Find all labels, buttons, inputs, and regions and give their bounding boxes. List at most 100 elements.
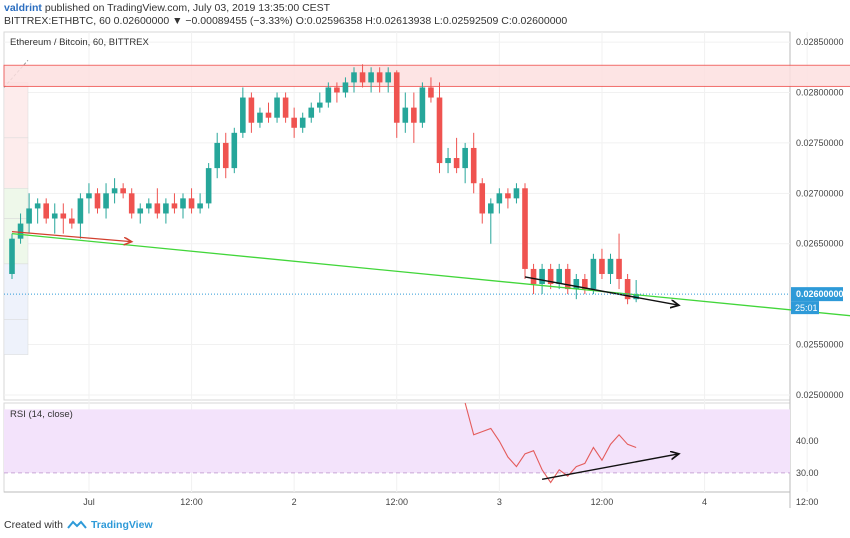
fib-zone xyxy=(3,263,29,320)
x-tick-label: 12:00 xyxy=(796,497,819,507)
candle-body xyxy=(505,193,511,199)
created-with-text: Created with xyxy=(4,519,63,531)
rsi-band xyxy=(4,409,790,473)
x-tick-label: 3 xyxy=(497,497,502,507)
y-tick-label: 0.02700000 xyxy=(796,188,844,198)
rsi-label: RSI (14, close) xyxy=(10,409,73,420)
rsi-tick-label: 30.00 xyxy=(796,468,819,478)
symbol-line: BITTREX:ETHBTC, 60 0.02600000 ▼ −0.00089… xyxy=(4,15,568,27)
y-tick-label: 0.02650000 xyxy=(796,239,844,249)
candle-body xyxy=(26,208,32,224)
candle-body xyxy=(470,147,477,184)
candle-body xyxy=(616,258,622,280)
countdown-label: 25:01 xyxy=(795,303,818,313)
candle-body xyxy=(453,158,460,169)
candle-body xyxy=(257,112,263,123)
candle-body xyxy=(274,97,280,118)
rsi-divergence-line xyxy=(541,454,679,480)
candle-body xyxy=(582,279,588,290)
candle-body xyxy=(214,142,220,169)
candle-body xyxy=(9,238,15,274)
candle-body xyxy=(402,107,409,123)
candle-body xyxy=(205,168,212,204)
candle-body xyxy=(530,268,537,285)
last-price-label: 0.02600000 xyxy=(796,289,844,299)
candle-body xyxy=(462,147,468,169)
candle-body xyxy=(496,193,503,204)
candle-body xyxy=(146,203,152,209)
candle-body xyxy=(359,72,366,83)
candle-body xyxy=(368,72,374,83)
candle-body xyxy=(248,97,255,123)
tradingview-brand[interactable]: TradingView xyxy=(90,519,153,531)
countdown-tag xyxy=(791,301,819,315)
candle-body xyxy=(111,188,118,194)
y-tick-label: 0.02800000 xyxy=(796,87,844,97)
candle-body xyxy=(564,268,571,290)
candle-body xyxy=(17,223,24,239)
candle-body xyxy=(547,268,554,285)
candle-body xyxy=(222,142,229,169)
author[interactable]: valdrint xyxy=(4,2,42,14)
candle-body xyxy=(86,193,92,199)
candle-body xyxy=(351,72,357,83)
candle-body xyxy=(317,102,323,108)
x-tick-label: 4 xyxy=(702,497,707,507)
last-price-tag xyxy=(791,287,843,302)
x-tick-label: 12:00 xyxy=(180,497,203,507)
candle-body xyxy=(120,188,126,194)
candle-body xyxy=(171,203,178,209)
candle-body xyxy=(163,203,169,214)
candle-body xyxy=(522,188,528,269)
fib-zone xyxy=(3,82,29,139)
candle-body xyxy=(342,82,349,93)
candle-body xyxy=(197,203,203,209)
resistance-zone xyxy=(3,64,850,87)
candle-body xyxy=(590,258,597,290)
candle-body xyxy=(539,268,545,285)
chart-title: Ethereum / Bitcoin, 60, BITTREX xyxy=(10,37,150,48)
candle-body xyxy=(43,203,49,219)
candle-body xyxy=(128,193,135,214)
candle-body xyxy=(137,208,144,214)
trendline-price-div xyxy=(524,276,679,305)
published-text: published on TradingView.com, July 03, 2… xyxy=(44,2,331,14)
candle-body xyxy=(69,218,75,224)
candle-body xyxy=(334,87,340,93)
candle-body xyxy=(436,97,443,164)
candle-body xyxy=(513,188,520,199)
candle-body xyxy=(479,183,486,214)
candle-body xyxy=(419,87,426,123)
candle-body xyxy=(556,268,562,285)
candle-body xyxy=(428,87,434,98)
candle-body xyxy=(299,117,306,128)
candle-body xyxy=(103,193,109,209)
candle-body xyxy=(624,279,631,300)
candle-body xyxy=(488,203,494,214)
y-tick-label: 0.02750000 xyxy=(796,138,844,148)
candle-body xyxy=(51,213,58,219)
y-tick-label: 0.02850000 xyxy=(796,37,844,47)
candle-body xyxy=(154,203,161,214)
candle-body xyxy=(34,203,41,209)
trendline-green xyxy=(11,232,850,317)
candle-body xyxy=(231,132,238,169)
fib-zone xyxy=(3,218,29,265)
y-tick-label: 0.02500000 xyxy=(796,390,844,400)
footer: Created with TradingView xyxy=(4,519,153,531)
x-tick-label: 2 xyxy=(292,497,297,507)
x-tick-label: 12:00 xyxy=(385,497,408,507)
header-line-1: valdrint published on TradingView.com, J… xyxy=(4,2,330,14)
rsi-line xyxy=(464,402,637,484)
candle-body xyxy=(325,87,332,103)
fib-zone xyxy=(3,137,29,189)
candle-body xyxy=(599,258,605,274)
x-tick-label: Jul xyxy=(83,497,95,507)
candle-body xyxy=(445,158,451,164)
candle-body xyxy=(77,198,84,224)
rsi-tick-label: 40.00 xyxy=(796,436,819,446)
candle-body xyxy=(94,193,101,209)
candle-body xyxy=(265,112,272,118)
tradingview-logo-icon xyxy=(67,520,87,529)
